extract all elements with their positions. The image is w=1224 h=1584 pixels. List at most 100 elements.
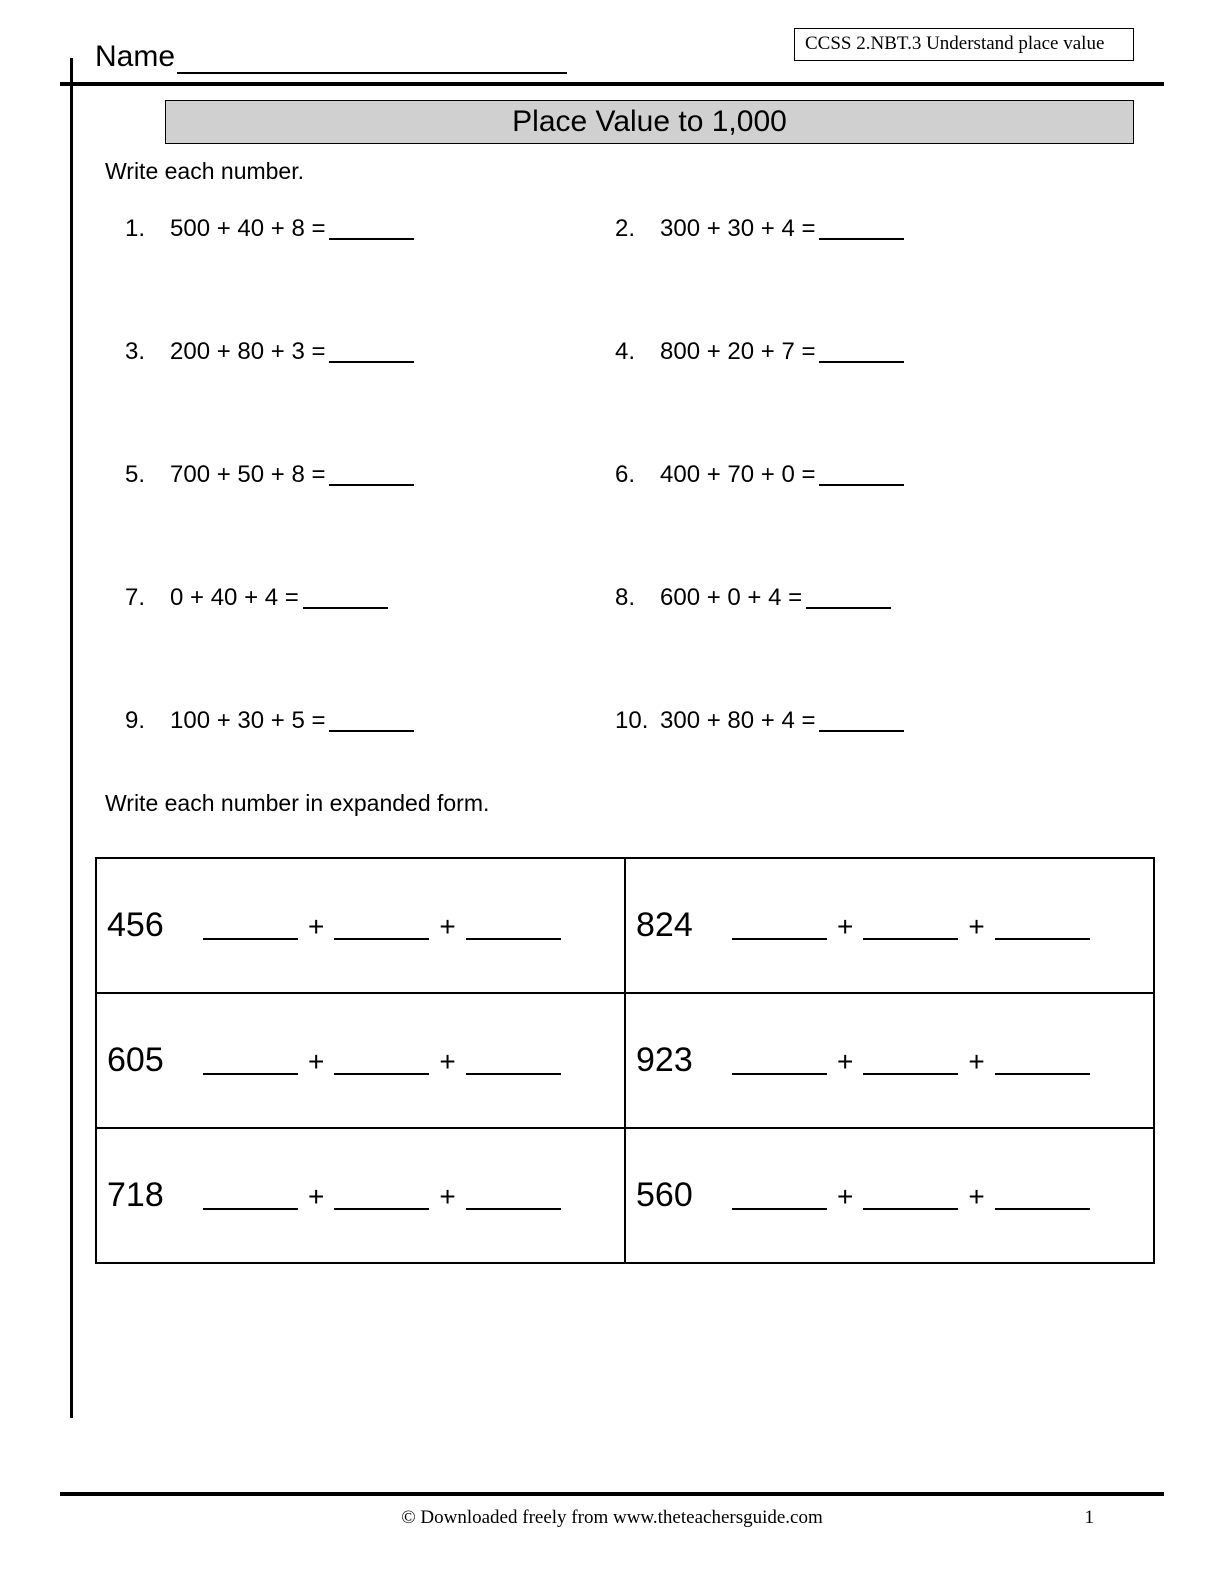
expanded-blank [863, 1208, 958, 1210]
plus-sign: + [837, 1181, 853, 1213]
expanded-blank [334, 1208, 429, 1210]
problem-7: 7. 0 + 40 + 4 = [125, 584, 615, 612]
problem-number: 3. [125, 338, 170, 366]
instruction-1: Write each number. [105, 158, 1164, 185]
given-number: 456 [107, 906, 197, 945]
name-label: Name [95, 40, 175, 74]
plus-sign: + [308, 1046, 324, 1078]
problem-10: 10. 300 + 80 + 4 = [615, 707, 904, 735]
given-number: 605 [107, 1041, 197, 1080]
problem-expression: 100 + 30 + 5 = [170, 707, 325, 735]
content-area: Place Value to 1,000 Write each number. … [95, 86, 1164, 1264]
problem-1: 1. 500 + 40 + 8 = [125, 215, 615, 243]
answer-blank [329, 361, 414, 363]
plus-sign: + [968, 1181, 984, 1213]
answer-blank [329, 484, 414, 486]
bottom-rule [60, 1492, 1164, 1496]
problem-number: 10. [615, 707, 660, 735]
problem-expression: 500 + 40 + 8 = [170, 215, 325, 243]
problem-number: 1. [125, 215, 170, 243]
problem-expression: 300 + 30 + 4 = [660, 215, 815, 243]
problem-number: 2. [615, 215, 660, 243]
footer-copyright: © Downloaded freely from www.theteachers… [401, 1507, 823, 1528]
plus-sign: + [837, 1046, 853, 1078]
problem-expression: 600 + 0 + 4 = [660, 584, 802, 612]
problem-number: 7. [125, 584, 170, 612]
problem-number: 6. [615, 461, 660, 489]
plus-sign: + [439, 1181, 455, 1213]
problem-number: 4. [615, 338, 660, 366]
problem-row: 3. 200 + 80 + 3 = 4. 800 + 20 + 7 = [125, 338, 1134, 366]
plus-sign: + [308, 911, 324, 943]
problems-section: 1. 500 + 40 + 8 = 2. 300 + 30 + 4 = 3. 2… [125, 215, 1134, 735]
worksheet-title: Place Value to 1,000 [165, 100, 1134, 144]
page-number: 1 [1085, 1507, 1095, 1529]
problem-8: 8. 600 + 0 + 4 = [615, 584, 891, 612]
plus-sign: + [308, 1181, 324, 1213]
answer-blank [303, 607, 388, 609]
problem-number: 8. [615, 584, 660, 612]
instruction-2-text: Write each number in expanded form. [105, 790, 489, 816]
problem-2: 2. 300 + 30 + 4 = [615, 215, 904, 243]
problem-expression: 0 + 40 + 4 = [170, 584, 299, 612]
problem-row: 5. 700 + 50 + 8 = 6. 400 + 70 + 0 = [125, 461, 1134, 489]
expanded-blank [466, 1208, 561, 1210]
plus-sign: + [837, 911, 853, 943]
plus-sign: + [968, 1046, 984, 1078]
title-text: Place Value to 1,000 [512, 105, 787, 138]
problem-expression: 300 + 80 + 4 = [660, 707, 815, 735]
problem-9: 9. 100 + 30 + 5 = [125, 707, 615, 735]
answer-blank [819, 730, 904, 732]
expanded-blank [863, 1073, 958, 1075]
table-row: 605 + + 923 + + [96, 993, 1154, 1128]
name-field: Name [95, 40, 567, 74]
expanded-blank [732, 1208, 827, 1210]
expanded-blank [203, 1073, 298, 1075]
table-cell: 824 + + [625, 858, 1154, 993]
instruction-2: Write each number in expanded form. [105, 790, 1164, 817]
problem-row: 7. 0 + 40 + 4 = 8. 600 + 0 + 4 = [125, 584, 1134, 612]
table-row: 718 + + 560 + + [96, 1128, 1154, 1263]
plus-sign: + [968, 911, 984, 943]
table-cell: 456 + + [96, 858, 625, 993]
left-margin-rule [70, 58, 73, 1418]
expanded-blank [995, 1073, 1090, 1075]
table-cell: 605 + + [96, 993, 625, 1128]
answer-blank [819, 238, 904, 240]
problem-expression: 200 + 80 + 3 = [170, 338, 325, 366]
expanded-blank [995, 1208, 1090, 1210]
given-number: 824 [636, 906, 726, 945]
expanded-form-table: 456 + + 824 + + [95, 857, 1155, 1264]
table-row: 456 + + 824 + + [96, 858, 1154, 993]
problem-3: 3. 200 + 80 + 3 = [125, 338, 615, 366]
given-number: 560 [636, 1176, 726, 1215]
problem-number: 5. [125, 461, 170, 489]
instruction-1-text: Write each number. [105, 158, 304, 184]
page-number-text: 1 [1085, 1507, 1095, 1528]
problem-row: 1. 500 + 40 + 8 = 2. 300 + 30 + 4 = [125, 215, 1134, 243]
problem-4: 4. 800 + 20 + 7 = [615, 338, 904, 366]
table-cell: 560 + + [625, 1128, 1154, 1263]
problem-5: 5. 700 + 50 + 8 = [125, 461, 615, 489]
table-cell: 718 + + [96, 1128, 625, 1263]
answer-blank [329, 730, 414, 732]
given-number: 923 [636, 1041, 726, 1080]
name-blank-line [177, 72, 567, 74]
problem-row: 9. 100 + 30 + 5 = 10. 300 + 80 + 4 = [125, 707, 1134, 735]
expanded-blank [863, 938, 958, 940]
expanded-blank [732, 938, 827, 940]
plus-sign: + [439, 911, 455, 943]
expanded-blank [995, 938, 1090, 940]
problem-expression: 700 + 50 + 8 = [170, 461, 325, 489]
expanded-blank [732, 1073, 827, 1075]
footer: © Downloaded freely from www.theteachers… [0, 1507, 1224, 1529]
problem-expression: 400 + 70 + 0 = [660, 461, 815, 489]
standard-box: CCSS 2.NBT.3 Understand place value [794, 28, 1134, 61]
expanded-blank [466, 938, 561, 940]
problem-number: 9. [125, 707, 170, 735]
table-cell: 923 + + [625, 993, 1154, 1128]
given-number: 718 [107, 1176, 197, 1215]
expanded-blank [466, 1073, 561, 1075]
problem-expression: 800 + 20 + 7 = [660, 338, 815, 366]
standard-text: CCSS 2.NBT.3 Understand place value [805, 33, 1104, 54]
